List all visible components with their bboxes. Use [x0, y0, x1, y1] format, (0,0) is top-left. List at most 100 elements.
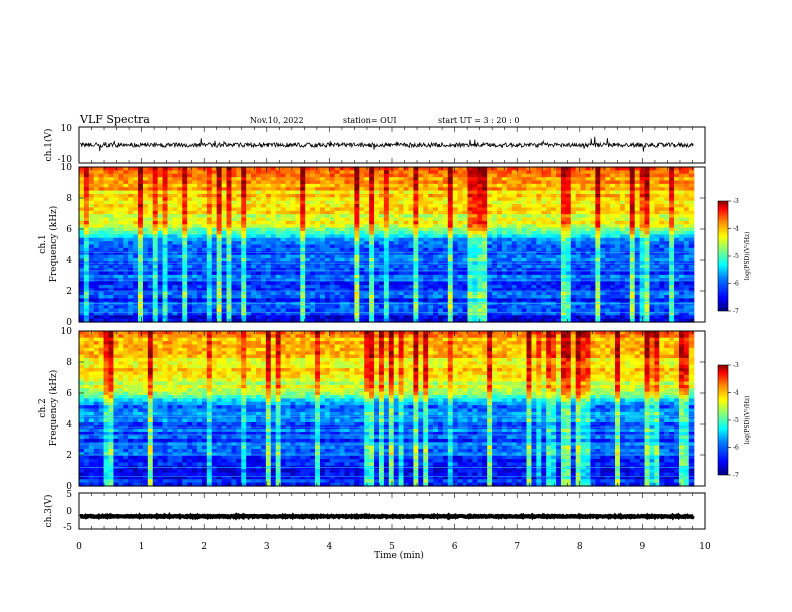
spectrogram-cell	[103, 271, 110, 276]
spectrogram-cell	[123, 271, 129, 276]
spectrogram-cell	[506, 264, 513, 269]
spectrogram-cell	[192, 254, 198, 259]
spectrogram-cell	[275, 187, 282, 192]
spectrogram-cell	[265, 170, 272, 175]
spectrogram-cell	[211, 298, 218, 303]
spectrogram-cell	[79, 193, 85, 198]
spectrogram-cell	[580, 298, 587, 303]
spectrogram-cell	[349, 298, 355, 303]
spectrogram-cell	[442, 187, 449, 192]
spectrogram-cell	[462, 241, 469, 246]
spectrogram-cell	[560, 197, 567, 202]
spectrogram-cell	[334, 291, 341, 296]
spectrogram-cell	[310, 274, 316, 279]
spectrogram-cell	[497, 311, 503, 316]
spectrogram-cell	[580, 254, 587, 259]
spectrogram-cell	[418, 257, 424, 262]
spectrogram-cell	[265, 315, 272, 320]
spectrogram-cell	[265, 291, 272, 296]
spectrogram-cell	[324, 298, 331, 303]
spectrogram-cell	[270, 170, 277, 175]
spectrogram-cell	[570, 274, 577, 279]
spectrogram-cell	[388, 251, 395, 256]
spectrogram-cell	[388, 200, 395, 205]
spectrogram-cell	[177, 305, 183, 310]
spectrogram-cell	[388, 315, 395, 320]
spectrogram-cell	[487, 311, 493, 316]
spectrogram-cell	[428, 251, 434, 256]
spectrogram-cell	[187, 180, 193, 185]
spectrogram-cell	[369, 291, 375, 296]
spectrogram-cell	[157, 264, 164, 269]
spectrogram-cell	[251, 251, 257, 256]
spectrogram-cell	[472, 187, 478, 192]
spectrogram-cell	[88, 224, 95, 229]
spectrogram-cell	[393, 305, 400, 310]
spectrogram-cell	[560, 207, 567, 212]
spectrogram-cell	[236, 308, 242, 313]
spectrogram-cell	[600, 227, 606, 232]
spectrogram-cell	[187, 298, 193, 303]
spectrogram-cell	[211, 234, 218, 239]
spectrogram-cell	[472, 217, 478, 222]
spectrogram-cell	[575, 271, 582, 276]
spectrogram-cell	[378, 170, 385, 175]
spectrogram-cell	[315, 234, 321, 239]
spectrogram-cell	[256, 318, 262, 323]
spectrogram-cell	[177, 284, 183, 289]
spectrogram-cell	[152, 305, 159, 310]
spectrogram-cell	[319, 190, 326, 195]
spectrogram-cell	[201, 177, 208, 182]
spectrogram-cell	[546, 288, 552, 293]
spectrogram-cell	[497, 197, 503, 202]
spectrogram-cell	[521, 247, 528, 252]
spectrogram-cell	[324, 207, 331, 212]
spectrogram-cell	[433, 177, 439, 182]
spectrogram-cell	[324, 200, 331, 205]
spectrogram-cell	[152, 190, 159, 195]
spectrogram-cell	[93, 257, 100, 262]
spectrogram-cell	[531, 288, 537, 293]
spectrogram-cell	[142, 254, 149, 259]
spectrogram-cell	[428, 271, 434, 276]
spectrogram-cell	[221, 187, 228, 192]
spectrogram-cell	[467, 291, 474, 296]
spectrogram-cell	[457, 315, 464, 320]
spectrogram-cell	[369, 204, 375, 209]
spectrogram-cell	[403, 217, 410, 222]
spectrogram-cell	[605, 241, 611, 246]
spectrogram-cell	[324, 217, 331, 222]
spectrogram-cell	[595, 207, 601, 212]
spectrogram-cell	[226, 190, 233, 195]
spectrogram-cell	[531, 298, 537, 303]
spectrogram-cell	[197, 315, 203, 320]
spectrogram-cell	[138, 311, 144, 316]
spectrogram-cell	[477, 254, 483, 259]
spectrogram-cell	[226, 301, 233, 306]
spectrogram-cell	[487, 187, 493, 192]
spectrogram-cell	[305, 274, 311, 279]
spectrogram-cell	[221, 173, 228, 178]
spectrogram-cell	[393, 193, 400, 198]
spectrogram-cell	[590, 210, 596, 215]
spectrogram-cell	[246, 224, 252, 229]
spectrogram-cell	[310, 281, 316, 286]
spectrogram-cell	[142, 224, 149, 229]
spectrogram-cell	[374, 251, 380, 256]
spectrogram-cell	[501, 241, 508, 246]
spectrogram-cell	[438, 268, 444, 273]
spectrogram-cell	[482, 170, 488, 175]
spectrogram-cell	[511, 274, 518, 279]
spectrogram-cell	[329, 301, 336, 306]
spectrogram-cell	[497, 231, 503, 235]
spectrogram-cell	[457, 244, 464, 249]
spectrogram-cell	[93, 207, 100, 212]
spectrogram-cell	[147, 298, 154, 303]
spectrogram-cell	[378, 268, 385, 273]
spectrogram-cell	[138, 318, 144, 323]
spectrogram-cell	[457, 190, 464, 195]
spectrogram-cell	[246, 234, 252, 239]
spectrogram-cell	[310, 227, 316, 232]
spectrogram-cell	[123, 264, 129, 269]
spectrogram-cell	[172, 204, 178, 209]
